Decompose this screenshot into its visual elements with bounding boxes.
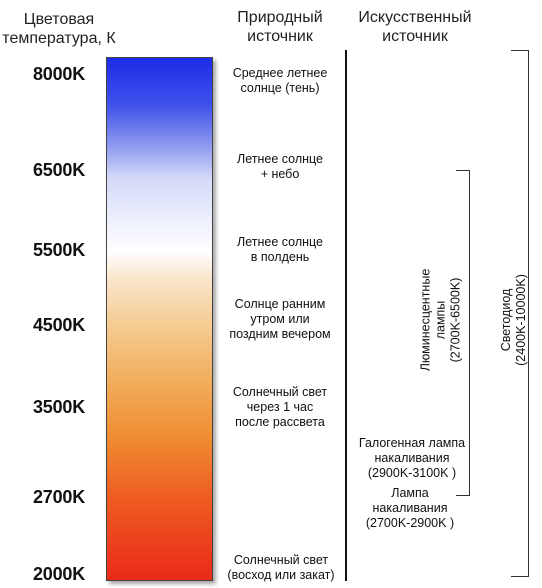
natural-text: + небо — [260, 167, 300, 181]
natural-source-morning-evening-sun: Солнце ранним утром или поздним вечером — [218, 297, 342, 342]
temperature-header-line-2: температура, К — [2, 30, 116, 47]
temperature-label-5500k: 5500K — [33, 240, 86, 260]
led-range-bracket — [511, 50, 529, 577]
natural-text: поздним вечером — [229, 327, 331, 341]
natural-text: после рассвета — [235, 415, 325, 429]
natural-text: (восход или закат) — [227, 568, 335, 582]
temperature-label-8000k: 8000K — [33, 64, 86, 84]
natural-text: в полдень — [250, 250, 310, 264]
natural-text: Солнечный свет — [232, 385, 328, 399]
fluorescent-range-bracket — [456, 170, 470, 496]
temperature-label-2700k: 2700K — [33, 487, 86, 507]
natural-text: Летнее солнце — [237, 235, 323, 249]
artificial-source-incandescent-lamp: Лампа накаливания (2700K-2900K ) — [350, 486, 470, 531]
artificial-text: Галогенная лампа — [358, 436, 466, 450]
natural-text: Солнечный свет — [233, 553, 329, 567]
color-temperature-gradient-bar — [106, 57, 213, 581]
temperature-header: Цветовая температура, К — [0, 10, 118, 48]
artificial-header-line-1: Искусственный — [358, 9, 472, 26]
natural-source-summer-sun-sky: Летнее солнце + небо — [218, 152, 342, 182]
artificial-text: накаливания — [374, 451, 450, 465]
column-divider — [345, 50, 347, 581]
artificial-text: накаливания — [372, 501, 448, 515]
temperature-label-2000k: 2000K — [33, 564, 86, 584]
natural-source-sunrise-sunset: Солнечный свет (восход или закат) — [218, 553, 344, 583]
artificial-text: лампы — [433, 300, 448, 340]
natural-text: Солнце ранним — [234, 297, 326, 311]
natural-source-sunlight-after-sunrise: Солнечный свет через 1 час после рассвет… — [218, 385, 342, 430]
natural-source-average-summer-sun: Среднее летнее солнце (тень) — [218, 66, 342, 96]
natural-source-noon-sun: Летнее солнце в полдень — [218, 235, 342, 265]
temperature-label-4500k: 4500K — [33, 315, 86, 335]
natural-text: солнце (тень) — [240, 81, 320, 95]
temperature-label-3500k: 3500K — [33, 397, 86, 417]
natural-source-header: Природный источник — [220, 8, 340, 46]
natural-text: Среднее летнее — [232, 66, 328, 80]
natural-text: Летнее солнце — [237, 152, 323, 166]
natural-text: утром или — [250, 312, 310, 326]
artificial-source-header: Искусственный источник — [348, 8, 482, 46]
artificial-source-halogen-lamp: Галогенная лампа накаливания (2900K-3100… — [350, 436, 474, 481]
natural-header-line-2: источник — [247, 28, 313, 45]
artificial-text: Лампа — [391, 486, 429, 500]
artificial-text: (2700K-2900K ) — [365, 516, 455, 530]
natural-text: через 1 час — [246, 400, 314, 414]
artificial-header-line-2: источник — [382, 28, 448, 45]
temperature-header-line-1: Цветовая — [23, 11, 95, 28]
temperature-label-6500k: 6500K — [33, 160, 86, 180]
artificial-text: (2900K-3100K ) — [367, 466, 457, 480]
artificial-text: Люминесцентные — [418, 268, 433, 372]
natural-header-line-1: Природный — [237, 9, 323, 26]
